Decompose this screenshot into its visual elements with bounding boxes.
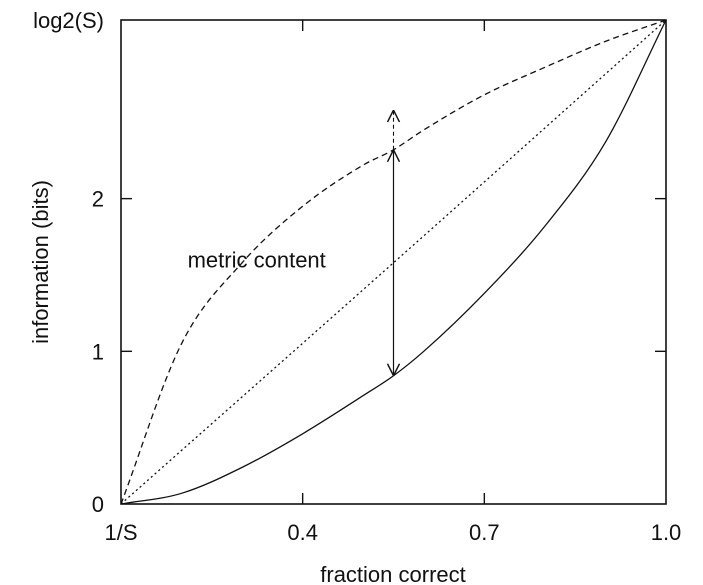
metric-content-annotation: metric content [188,248,326,273]
x-tick-label: 1.0 [651,520,682,545]
y-tick-label: 0 [92,492,104,517]
x-tick-label: 1/S [104,520,137,545]
plot-frame [120,19,667,505]
y-axis-title: information (bits) [28,180,53,344]
x-tick-label: 0.7 [469,520,500,545]
solid-curve [120,19,667,505]
x-tick-label: 0.4 [287,520,318,545]
x-axis-title: fraction correct [320,562,466,585]
dotted-curve [120,19,667,505]
y-tick-label: 1 [92,339,104,364]
dashed-curve [120,19,667,505]
y-tick-label: 2 [92,187,104,212]
y-tick-label: log2(S) [33,8,104,33]
